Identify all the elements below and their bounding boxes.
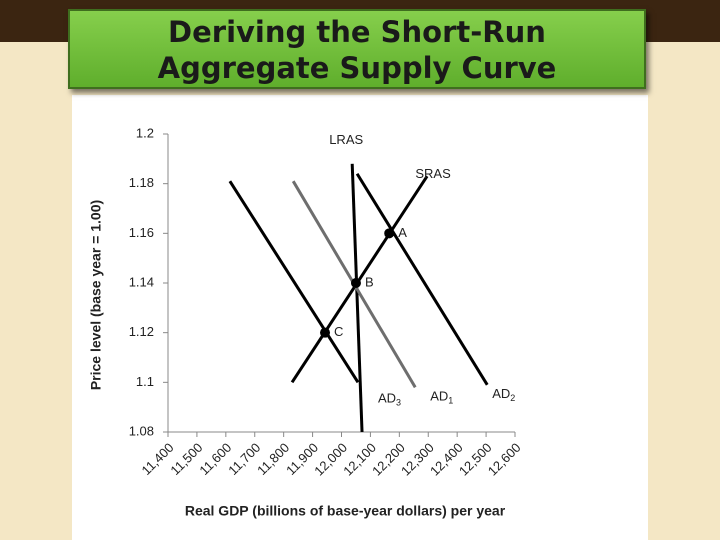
series-subscript: 1 <box>448 396 453 406</box>
x-axis-label: Real GDP (billions of base-year dollars)… <box>185 503 506 519</box>
point-label: B <box>365 274 374 289</box>
series-name: AD <box>430 389 448 404</box>
series-label: SRAS <box>415 167 451 182</box>
series-name: SRAS <box>415 167 451 182</box>
x-tick-label: 11,700 <box>225 440 263 478</box>
equilibrium-point <box>350 278 361 288</box>
series-name: AD <box>378 391 396 406</box>
x-tick-label: 11,600 <box>196 440 234 478</box>
series-subscript: 3 <box>396 398 401 408</box>
y-tick-label: 1.14 <box>129 274 154 289</box>
series-label: AD3 <box>378 391 401 408</box>
y-tick-label: 1.12 <box>129 324 154 339</box>
x-tick-label: 12,600 <box>485 440 524 479</box>
title-line: Deriving the Short-Run <box>168 15 546 49</box>
y-tick-label: 1.2 <box>136 125 154 140</box>
series-name: AD <box>492 386 510 401</box>
series-line <box>290 175 429 384</box>
y-axis-label: Price level (base year = 1.00) <box>88 200 104 390</box>
equilibrium-point <box>384 228 395 239</box>
x-tick-label: 11,800 <box>254 440 292 478</box>
x-tick-label: 11,500 <box>167 440 205 478</box>
series-line <box>350 163 364 433</box>
series-line <box>228 180 360 384</box>
point-label: A <box>398 225 407 240</box>
series-label: AD1 <box>430 389 453 406</box>
series-name: LRAS <box>329 132 363 147</box>
y-tick-label: 1.18 <box>129 175 154 190</box>
series-label: AD2 <box>492 386 515 403</box>
y-tick-label: 1.16 <box>129 225 154 240</box>
series-line <box>355 172 489 386</box>
series-subscript: 2 <box>510 393 515 403</box>
series-label: LRAS <box>329 132 363 147</box>
y-tick-label: 1.1 <box>136 374 154 389</box>
x-tick-label: 11,400 <box>139 440 177 478</box>
slide-title: Deriving the Short-Run Aggregate Supply … <box>68 9 646 89</box>
point-label: C <box>334 324 343 339</box>
y-tick-label: 1.08 <box>129 423 154 438</box>
equilibrium-point <box>320 327 331 338</box>
title-line: Aggregate Supply Curve <box>157 51 557 85</box>
